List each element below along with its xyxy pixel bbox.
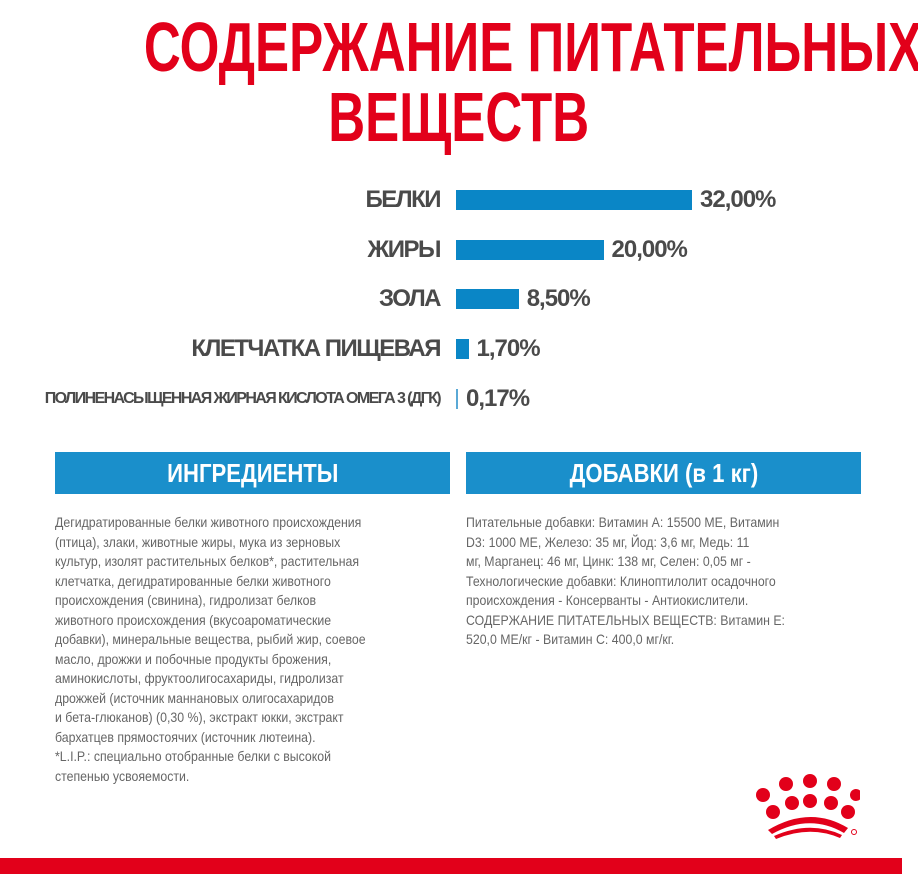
ingredients-heading-text: ИНГРЕДИЕНТЫ xyxy=(166,458,339,488)
text-line: происхождения - Консерванты - Антиокисли… xyxy=(466,592,749,608)
bar-label: ЖИРЫ xyxy=(367,236,442,263)
text-line: мг, Марганец: 46 мг, Цинк: 138 мг, Селен… xyxy=(466,553,751,569)
bar-label: КЛЕТЧАТКА ПИЩЕВАЯ xyxy=(191,335,441,362)
bar xyxy=(456,190,692,210)
bar xyxy=(456,289,519,309)
page-title-line1: СОДЕРЖАНИЕ ПИТАТЕЛЬНЫХ xyxy=(0,8,918,86)
text-line: и бета-глюканов) (0,30 %), экстракт юкки… xyxy=(55,709,344,725)
chart-row: ЖИРЫ 20,00% xyxy=(0,235,918,265)
bar-value-label: 0,17% xyxy=(466,385,530,412)
text-line: животного происхождения (вкусоароматичес… xyxy=(55,611,332,628)
bar-label: ПОЛИНЕНАСЫЩЕННАЯ ЖИРНАЯ КИСЛОТА ОМЕГА 3 … xyxy=(44,390,442,407)
text-line: происхождения (свинина), гидролизат белк… xyxy=(55,592,317,608)
bar xyxy=(456,339,469,359)
footer-red-bar xyxy=(0,858,902,874)
bar xyxy=(456,240,604,260)
text-line: 520,0 МЕ/кг - Витамин С: 400,0 мг/кг. xyxy=(466,631,675,647)
text-line: Дегидратированные белки животного происх… xyxy=(55,514,362,530)
text-line: Питательные добавки: Витамин А: 15500 МЕ… xyxy=(466,514,780,530)
text-line: культур, изолят растительных белков*, ра… xyxy=(55,553,360,569)
text-line: СОДЕРЖАНИЕ ПИТАТЕЛЬНЫХ ВЕЩЕСТВ: Витамин … xyxy=(466,611,785,628)
bar xyxy=(456,389,458,409)
additives-heading: ДОБАВКИ (в 1 кг) xyxy=(466,452,861,494)
text-line: степенью усвояемости. xyxy=(55,767,190,784)
chart-row: ПОЛИНЕНАСЫЩЕННАЯ ЖИРНАЯ КИСЛОТА ОМЕГА 3 … xyxy=(0,384,918,414)
additives-text: Питательные добавки: Витамин А: 15500 МЕ… xyxy=(466,513,785,650)
text-line: Технологические добавки: Клиноптилолит о… xyxy=(466,572,776,589)
text-line: (птица), злаки, животные жиры, мука из з… xyxy=(55,533,341,550)
additives-heading-text: ДОБАВКИ (в 1 кг) xyxy=(569,458,758,488)
text-line: масло, дрожжи и побочные продукты брожен… xyxy=(55,650,332,667)
chart-row: БЕЛКИ 32,00% xyxy=(0,185,918,215)
bar-value-label: 1,70% xyxy=(476,335,541,362)
royal-canin-crown-logo xyxy=(756,774,860,839)
page-title-line1-text: СОДЕРЖАНИЕ ПИТАТЕЛЬНЫХ xyxy=(143,8,918,86)
text-line: клетчатка, дегидратированные белки живот… xyxy=(55,572,331,589)
bar-value-label: 8,50% xyxy=(526,285,591,312)
chart-row: ЗОЛА 8,50% xyxy=(0,284,918,314)
page-title-line2-text: ВЕЩЕСТВ xyxy=(328,78,590,156)
text-line: дрожжей (источник маннановых олигосахари… xyxy=(55,689,334,706)
bar-value-label: 20,00% xyxy=(611,236,688,263)
page-title-line2: ВЕЩЕСТВ xyxy=(0,78,918,156)
bar-label: ЗОЛА xyxy=(379,285,441,312)
text-line: бархатцев прямостоячих (источник лютеина… xyxy=(55,728,316,745)
text-line: аминокислоты, фруктоолигосахариды, гидро… xyxy=(55,670,344,686)
text-line: *L.I.P.: специально отобранные белки с в… xyxy=(55,748,332,764)
ingredients-heading: ИНГРЕДИЕНТЫ xyxy=(55,452,450,494)
text-line: D3: 1000 МЕ, Железо: 35 мг, Йод: 3,6 мг,… xyxy=(466,533,750,550)
bar-value-label: 32,00% xyxy=(700,186,776,213)
ingredients-text: Дегидратированные белки животного происх… xyxy=(55,513,366,786)
text-line: добавки), минеральные вещества, рыбий жи… xyxy=(55,631,366,647)
chart-row: КЛЕТЧАТКА ПИЩЕВАЯ 1,70% xyxy=(0,334,918,364)
bar-label: БЕЛКИ xyxy=(365,186,442,213)
